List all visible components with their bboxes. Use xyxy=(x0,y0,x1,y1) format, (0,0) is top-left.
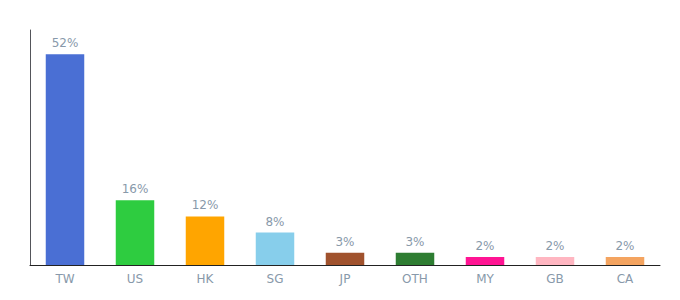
svg-text:16%: 16% xyxy=(122,182,149,196)
svg-text:GB: GB xyxy=(546,272,564,286)
svg-text:HK: HK xyxy=(197,272,215,286)
svg-text:3%: 3% xyxy=(405,235,424,249)
svg-text:CA: CA xyxy=(617,272,634,286)
svg-text:3%: 3% xyxy=(335,235,354,249)
svg-text:TW: TW xyxy=(54,272,74,286)
svg-text:2%: 2% xyxy=(545,239,564,253)
svg-text:2%: 2% xyxy=(475,239,494,253)
svg-text:52%: 52% xyxy=(52,36,79,50)
svg-text:2%: 2% xyxy=(615,239,634,253)
svg-text:OTH: OTH xyxy=(402,272,428,286)
svg-text:8%: 8% xyxy=(265,215,284,229)
svg-text:SG: SG xyxy=(267,272,284,286)
svg-text:12%: 12% xyxy=(192,198,219,212)
svg-text:US: US xyxy=(127,272,143,286)
svg-text:MY: MY xyxy=(476,272,494,286)
svg-text:JP: JP xyxy=(339,272,351,286)
